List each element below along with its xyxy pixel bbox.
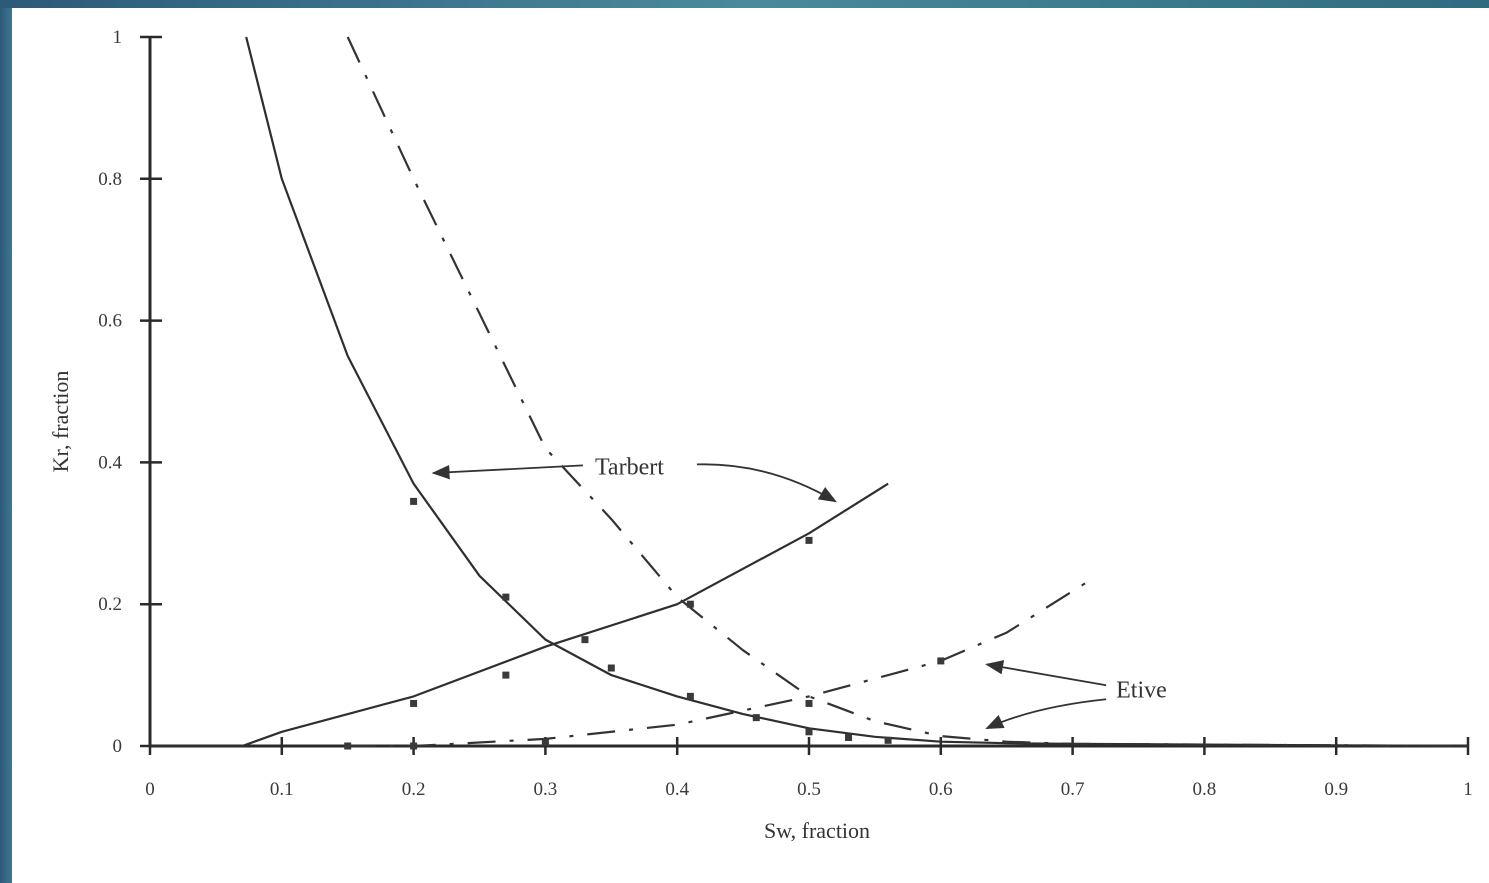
annotation-layer: Tarbert Etive <box>431 454 1167 730</box>
x-tick-label: 0.2 <box>402 779 426 800</box>
data-point <box>502 671 510 679</box>
x-axis-title: Sw, fraction <box>764 818 870 843</box>
data-point <box>686 600 694 608</box>
y-tick-label: 1 <box>113 27 123 48</box>
data-point <box>502 593 510 601</box>
tarbert-arrow-right <box>696 463 837 503</box>
data-point <box>581 636 589 644</box>
y-tick-label: 0.2 <box>98 594 122 615</box>
series-line-tarbert-1 <box>150 482 889 748</box>
top-border-band <box>0 0 1489 8</box>
x-tick-label: 0.5 <box>797 779 821 800</box>
data-point <box>884 736 892 744</box>
annotation-etive: Etive <box>1116 677 1167 703</box>
series-line-etive-2 <box>346 36 1469 748</box>
tarbert-arrow-left <box>431 464 583 480</box>
data-point <box>937 657 945 665</box>
axes: 0 0.1 0.2 0.3 0.4 0.5 0.6 0.7 0.8 0.9 1 0 0.2 0.4 0.6 0… <box>98 27 1473 800</box>
x-tick-label: 0.1 <box>270 779 294 800</box>
etive-arrow-lower <box>985 698 1107 730</box>
x-tick-label: 0.8 <box>1193 779 1217 800</box>
x-tick-label: 1 <box>1463 779 1473 800</box>
data-point <box>845 733 853 741</box>
etive-arrow-upper <box>985 660 1107 687</box>
y-tick-label: 0.8 <box>98 169 122 190</box>
data-point <box>410 699 418 707</box>
data-point <box>344 742 352 750</box>
y-axis-title: Kr, fraction <box>48 371 73 473</box>
data-point <box>805 728 813 736</box>
x-tick-label: 0.3 <box>534 779 558 800</box>
x-tick-label: 0.6 <box>929 779 953 800</box>
series-layer <box>150 36 1469 750</box>
data-point <box>410 497 418 505</box>
data-point <box>607 664 615 672</box>
y-tick-label: 0 <box>113 736 123 757</box>
chart-paper <box>12 8 1489 883</box>
x-tick-label: 0.7 <box>1061 779 1085 800</box>
y-tick-label: 0.6 <box>98 311 122 332</box>
data-point <box>686 692 694 700</box>
data-point <box>805 536 813 544</box>
series-line-etive-3 <box>347 581 1087 748</box>
series-line-tarbert-0 <box>245 36 1469 748</box>
y-tick-label: 0.4 <box>98 452 122 473</box>
x-tick-label: 0 <box>145 779 155 800</box>
x-tick-label: 0.4 <box>665 779 689 800</box>
x-tick-label: 0.9 <box>1324 779 1348 800</box>
data-point <box>752 714 760 722</box>
data-point <box>541 738 549 746</box>
annotation-tarbert: Tarbert <box>595 454 664 480</box>
data-point <box>805 699 813 707</box>
data-point <box>410 742 418 750</box>
